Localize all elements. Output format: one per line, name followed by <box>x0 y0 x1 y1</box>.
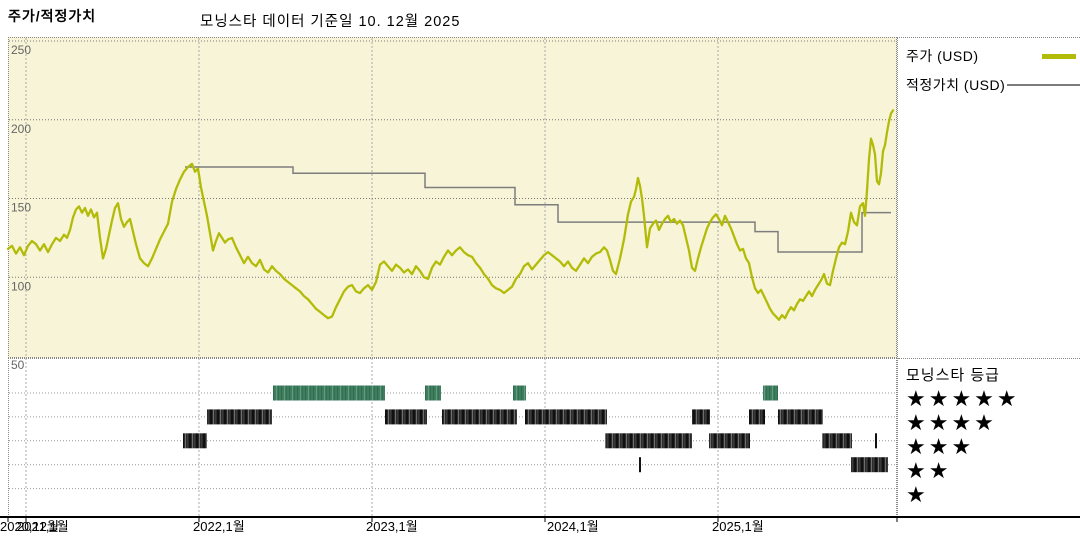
star-row-4: ★★★★ <box>906 410 997 435</box>
series-legend: 주가 (USD) 적정가치 (USD) <box>898 38 1080 359</box>
fair-value-line-swatch <box>1007 84 1080 86</box>
ratings-chart-plot-area[interactable] <box>8 358 897 517</box>
legend-label-fair-value: 적정가치 (USD) <box>906 77 1006 93</box>
price-line-swatch <box>1042 53 1076 59</box>
ratings-legend: 모닝스타 등급 ★★★★★ ★★★★ ★★★ ★★ ★ <box>898 359 1080 507</box>
ratings-legend-title: 모닝스타 등급 <box>906 367 1000 384</box>
x-axis-tick-label: 2025,1월 <box>712 519 764 534</box>
x-axis-line <box>0 516 1080 518</box>
x-axis-tick-label: 2024,1월 <box>547 519 599 534</box>
star-row-1: ★ <box>906 482 929 507</box>
x-axis-tick-label: 2020,12월 <box>0 519 59 534</box>
legend-item-price: 주가 (USD) <box>906 46 1080 66</box>
star-row-5: ★★★★★ <box>906 386 1020 411</box>
star-row-3: ★★★ <box>906 434 975 459</box>
x-axis-tick-label: 2021,1월 <box>17 519 69 534</box>
price-chart-plot-area[interactable] <box>8 37 897 358</box>
x-axis-tick-label: 2022,1월 <box>193 519 245 534</box>
chart-subtitle: 모닝스타 데이터 기준일 10. 12월 2025 <box>200 14 461 30</box>
legend-item-fair-value: 적정가치 (USD) <box>906 75 1080 95</box>
legend-panel: 주가 (USD) 적정가치 (USD) 모닝스타 등급 ★★★★★ ★★★★ ★… <box>897 37 1080 517</box>
page-title: 주가/적정가치 <box>8 8 97 24</box>
x-axis-tick-label: 2023,1월 <box>366 519 418 534</box>
star-row-2: ★★ <box>906 458 952 483</box>
legend-label-price: 주가 (USD) <box>906 48 979 64</box>
